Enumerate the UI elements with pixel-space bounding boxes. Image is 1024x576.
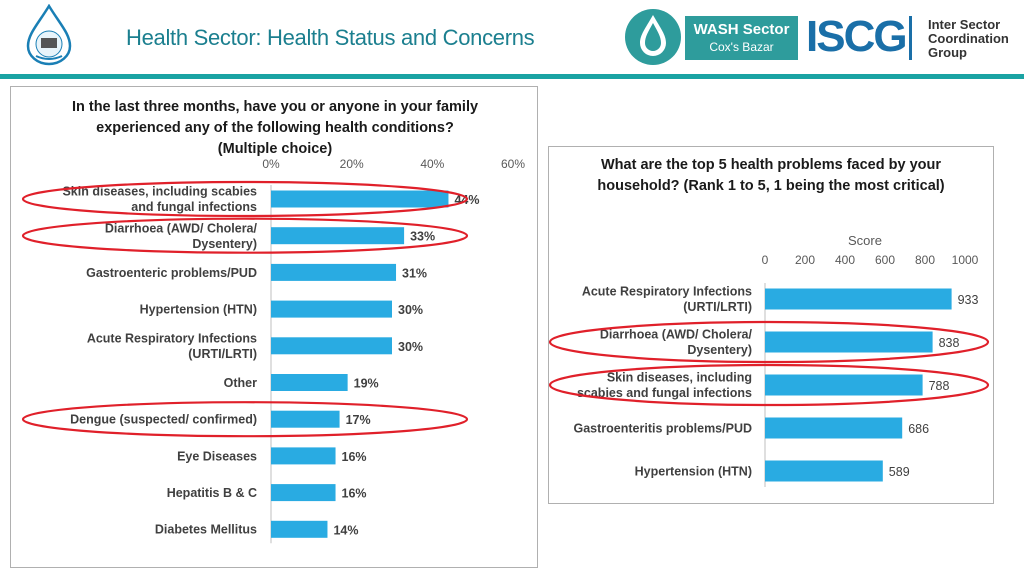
bar	[765, 417, 903, 439]
data-label: 686	[908, 422, 929, 436]
bar	[271, 520, 328, 538]
highlight-ellipse	[21, 180, 469, 218]
highlight-ellipse	[549, 363, 990, 407]
bar	[765, 288, 952, 310]
health-conditions-panel: In the last three months, have you or an…	[10, 86, 538, 568]
category-label: Diarrhoea (AWD/ Cholera/Dysentery)	[105, 221, 258, 251]
category-label: Dengue (suspected/ confirmed)	[70, 413, 257, 427]
category-label: Hypertension (HTN)	[635, 464, 752, 478]
x-axis-tick-label: 0%	[262, 157, 280, 171]
x-axis-tick-label: 800	[915, 253, 935, 267]
bar	[271, 227, 405, 245]
category-label: Skin diseases, including scabies and fung…	[62, 185, 257, 215]
top-health-problems-chart: Score 0 200 400 600 800 1000 933 Acute Respirato…	[549, 233, 990, 487]
bar	[765, 374, 923, 396]
health-conditions-question: In the last three months, have you or an…	[71, 99, 479, 157]
wash-sector-subtitle: Cox's Bazar	[709, 40, 774, 54]
highlight-ellipse	[21, 401, 469, 438]
bar	[271, 484, 336, 502]
data-label: 14%	[333, 523, 358, 537]
top-health-problems-panel: What are the top 5 health problems faced…	[548, 146, 994, 504]
bar	[271, 263, 397, 281]
category-label: Diabetes Mellitus	[155, 523, 257, 537]
iscg-text-line: Coordination	[928, 31, 1009, 46]
category-label: Acute Respiratory Infections (URTI/LRTI)	[87, 331, 257, 361]
wash-droplet-icon	[625, 9, 681, 65]
data-label: 17%	[346, 413, 371, 427]
x-axis-tick-label: 400	[835, 253, 855, 267]
category-label: Acute Respiratory Infections (URTI/LRTI)	[582, 285, 752, 315]
data-label: 788	[929, 379, 950, 393]
category-label: Diarrhoea (AWD/ Cholera/Dysentery)	[600, 328, 753, 358]
iscg-divider	[909, 16, 912, 60]
data-label: 838	[939, 336, 960, 350]
x-axis-tick-label: 20%	[340, 157, 364, 171]
x-axis-tick-label: 60%	[501, 157, 525, 171]
data-label: 589	[889, 465, 910, 479]
bar	[271, 190, 449, 208]
x-axis-tick-label: 600	[875, 253, 895, 267]
x-axis-tick-label: 200	[795, 253, 815, 267]
x-axis-tick-label: 0	[762, 253, 769, 267]
category-label: Gastroenteritis problems/PUD	[573, 421, 752, 435]
bar	[271, 337, 392, 355]
bar	[765, 331, 933, 353]
data-label: 30%	[398, 340, 423, 354]
data-label: 933	[958, 293, 979, 307]
bar	[271, 300, 392, 318]
health-conditions-chart: 0% 20% 40% 60%44%Skin diseases, including s…	[21, 157, 525, 544]
data-label: 19%	[354, 377, 379, 391]
bar	[271, 447, 336, 465]
header-bar: Health Sector: Health Status and Concern…	[0, 0, 1024, 79]
x-axis-tick-label: 40%	[420, 157, 444, 171]
top-health-problems-question: What are the top 5 health problems faced…	[597, 157, 945, 194]
iscg-logo: ISCG	[806, 12, 908, 61]
wash-sector-badge: WASH Sector Cox's Bazar	[685, 16, 798, 60]
bar	[765, 460, 883, 482]
data-label: 30%	[398, 303, 423, 317]
x-axis-title: Score	[848, 233, 882, 248]
category-label: Hepatitis B & C	[167, 486, 257, 500]
category-label: Skin diseases, including scabies and fung…	[577, 371, 752, 401]
highlight-ellipse	[21, 217, 469, 254]
header-rule	[0, 74, 1024, 79]
page-title: Health Sector: Health Status and Concern…	[126, 25, 535, 50]
health-sector-logo	[26, 4, 72, 66]
bar	[271, 374, 348, 391]
category-label: Gastroenteric problems/PUD	[86, 266, 257, 280]
category-label: Hypertension (HTN)	[140, 302, 257, 316]
iscg-text-line: Group	[928, 45, 967, 60]
bar	[271, 410, 340, 428]
data-label: 31%	[402, 266, 427, 280]
wash-sector-title: WASH Sector	[693, 21, 790, 38]
x-axis-tick-label: 1000	[952, 253, 979, 267]
category-label: Other	[224, 376, 257, 390]
data-label: 33%	[410, 230, 435, 244]
category-label: Eye Diseases	[177, 449, 257, 463]
data-label: 16%	[342, 487, 367, 501]
iscg-text-line: Inter Sector	[928, 17, 1001, 32]
data-label: 16%	[342, 450, 367, 464]
highlight-ellipse	[549, 320, 990, 364]
